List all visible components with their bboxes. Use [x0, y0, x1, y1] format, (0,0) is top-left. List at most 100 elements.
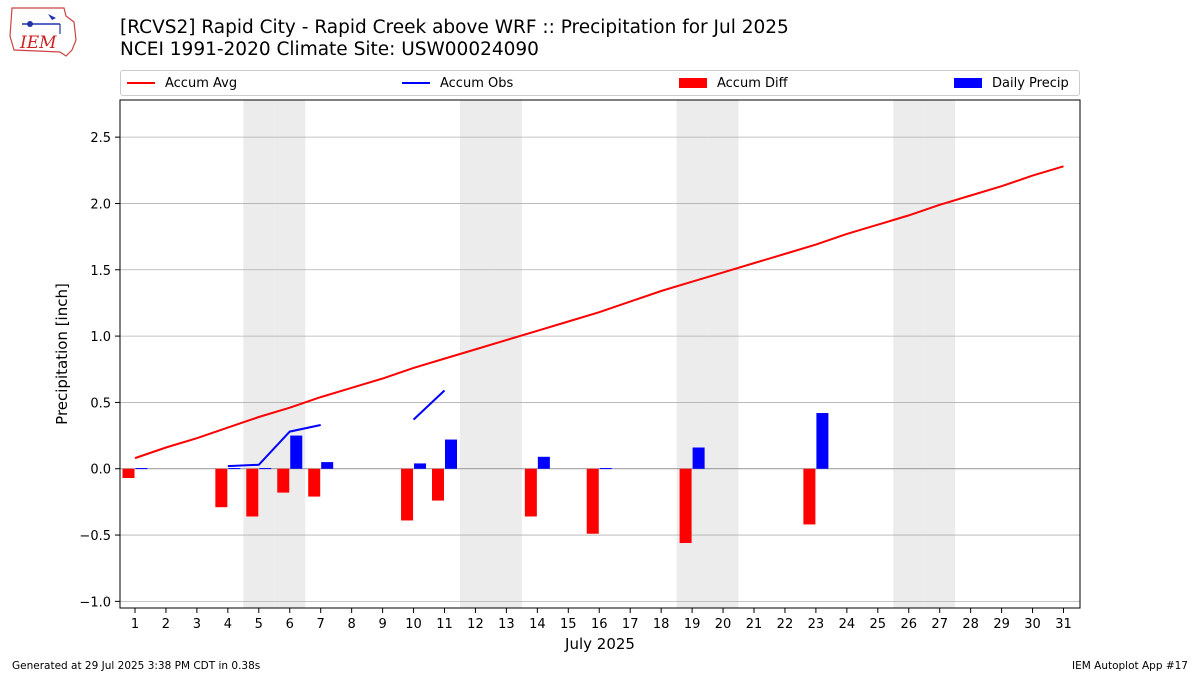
- x-tick-label: 25: [870, 617, 887, 632]
- weekend-band-day-6: [274, 100, 306, 608]
- x-tick-label: 27: [931, 617, 948, 632]
- accum-diff-bar: [308, 468, 321, 497]
- x-tick-label: 23: [808, 617, 825, 632]
- x-tick-label: 29: [993, 617, 1010, 632]
- accum-diff-bar: [524, 468, 537, 517]
- accum-diff-bar: [277, 468, 290, 493]
- accum-avg-line: [134, 165, 1064, 460]
- legend-swatch-accum-obs: [402, 82, 430, 84]
- legend-label-daily-precip: Daily Precip: [992, 75, 1069, 91]
- accum-diff-bar: [679, 468, 692, 544]
- daily-precip-bar: [414, 463, 427, 469]
- daily-precip-bar: [445, 439, 457, 469]
- x-tick-label: 17: [622, 617, 639, 632]
- y-axis-ticks: −1.0 −0.5 0.0 0.5 1.0 1.5 2.0 2.5: [79, 131, 120, 610]
- legend-label-accum-diff: Accum Diff: [717, 75, 788, 91]
- x-tick-label: 9: [378, 617, 386, 632]
- legend-label-accum-obs: Accum Obs: [440, 75, 514, 91]
- y-tick-label: −0.5: [79, 529, 111, 544]
- accum-diff-bar: [432, 468, 444, 501]
- legend-swatch-daily-precip: [954, 78, 982, 88]
- accum-obs-line: [412, 389, 446, 421]
- x-tick-label: 15: [560, 617, 577, 632]
- legend-label-accum-avg: Accum Avg: [165, 75, 238, 91]
- accum-diff-bar: [586, 468, 599, 534]
- y-tick-label: 0.0: [90, 463, 111, 478]
- legend-swatch-accum-avg: [127, 82, 155, 84]
- y-tick-label: −1.0: [79, 595, 111, 610]
- weekend-band-day-20: [707, 100, 739, 608]
- y-tick-label: 1.0: [90, 330, 111, 345]
- x-tick-label: 7: [317, 617, 325, 632]
- weekend-band-day-12: [459, 100, 491, 608]
- generated-timestamp: Generated at 29 Jul 2025 3:38 PM CDT in …: [12, 660, 261, 672]
- x-tick-label: 22: [777, 617, 794, 632]
- x-tick-label: 16: [591, 617, 608, 632]
- x-tick-label: 19: [684, 617, 701, 632]
- x-tick-label: 5: [255, 617, 263, 632]
- x-tick-label: 11: [436, 617, 453, 632]
- title-line-1: [RCVS2] Rapid City - Rapid Creek above W…: [120, 17, 789, 38]
- x-tick-label: 4: [224, 617, 232, 632]
- y-tick-label: 2.5: [90, 131, 111, 146]
- x-tick-label: 3: [193, 617, 201, 632]
- legend-swatch-accum-diff: [679, 78, 707, 88]
- y-axis-label: Precipitation [inch]: [53, 283, 71, 425]
- daily-precip-bar: [599, 468, 612, 470]
- weekend-band-day-5: [243, 100, 275, 608]
- x-tick-label: 13: [498, 617, 515, 632]
- x-axis-label: July 2025: [564, 635, 635, 653]
- title-line-2: NCEI 1991-2020 Climate Site: USW00024090: [120, 39, 539, 60]
- x-tick-label: 10: [405, 617, 422, 632]
- accum-diff-bar: [803, 468, 816, 525]
- x-tick-label: 24: [839, 617, 856, 632]
- iem-logo-text: IEM: [20, 33, 57, 53]
- legend-item-accum-diff: Accum Diff: [679, 74, 788, 92]
- accum-diff-bar: [215, 468, 228, 508]
- x-tick-label: 18: [653, 617, 670, 632]
- accum-diff-bar: [246, 468, 259, 517]
- daily-precip-bar: [290, 435, 303, 469]
- iem-logo-icon: [9, 7, 77, 57]
- weekend-shading: [243, 100, 956, 608]
- daily-precip-bar: [259, 468, 272, 470]
- x-axis-ticks: 1 2 3 4 5 6 7 8 9 10 11 12 13 14 15 16 17 18 19 20 21 22 23 24 2…: [131, 608, 1072, 632]
- daily-precip-bar: [816, 413, 829, 469]
- legend-item-daily-precip: Daily Precip: [954, 74, 1069, 92]
- x-tick-label: 21: [746, 617, 763, 632]
- plot-frame: [119, 99, 1081, 609]
- chart-title: [RCVS2] Rapid City - Rapid Creek above W…: [120, 17, 789, 61]
- daily-precip-bar: [321, 462, 334, 469]
- weekend-band-day-27: [924, 100, 956, 608]
- x-tick-label: 30: [1024, 617, 1041, 632]
- daily-precip-bar: [228, 468, 241, 470]
- x-tick-label: 31: [1055, 617, 1072, 632]
- legend-item-accum-obs: Accum Obs: [402, 74, 513, 92]
- weekend-band-day-26: [893, 100, 925, 608]
- x-tick-label: 1: [131, 617, 139, 632]
- y-tick-label: 1.5: [90, 264, 111, 279]
- x-tick-label: 26: [900, 617, 917, 632]
- bars: [122, 413, 829, 544]
- x-tick-label: 28: [962, 617, 979, 632]
- x-tick-label: 12: [467, 617, 484, 632]
- x-tick-label: 2: [162, 617, 170, 632]
- y-tick-label: 0.5: [90, 396, 111, 411]
- legend: Accum Avg Accum Obs Accum Diff Daily Pre…: [120, 70, 1080, 96]
- iem-logo: IEM: [8, 6, 80, 58]
- app-credit: IEM Autoplot App #17: [1072, 660, 1188, 672]
- daily-precip-bar: [537, 456, 550, 469]
- accum-diff-bar: [401, 468, 414, 521]
- accum-obs-line: [227, 423, 321, 468]
- y-tick-label: 2.0: [90, 197, 111, 212]
- daily-precip-bar: [135, 468, 148, 470]
- x-tick-label: 20: [715, 617, 732, 632]
- weekend-band-day-13: [490, 100, 522, 608]
- accum-diff-bar: [122, 468, 135, 479]
- x-tick-label: 14: [529, 617, 546, 632]
- legend-item-accum-avg: Accum Avg: [127, 74, 237, 92]
- lines: [134, 165, 1064, 468]
- daily-precip-bar: [692, 447, 705, 469]
- x-tick-label: 8: [348, 617, 356, 632]
